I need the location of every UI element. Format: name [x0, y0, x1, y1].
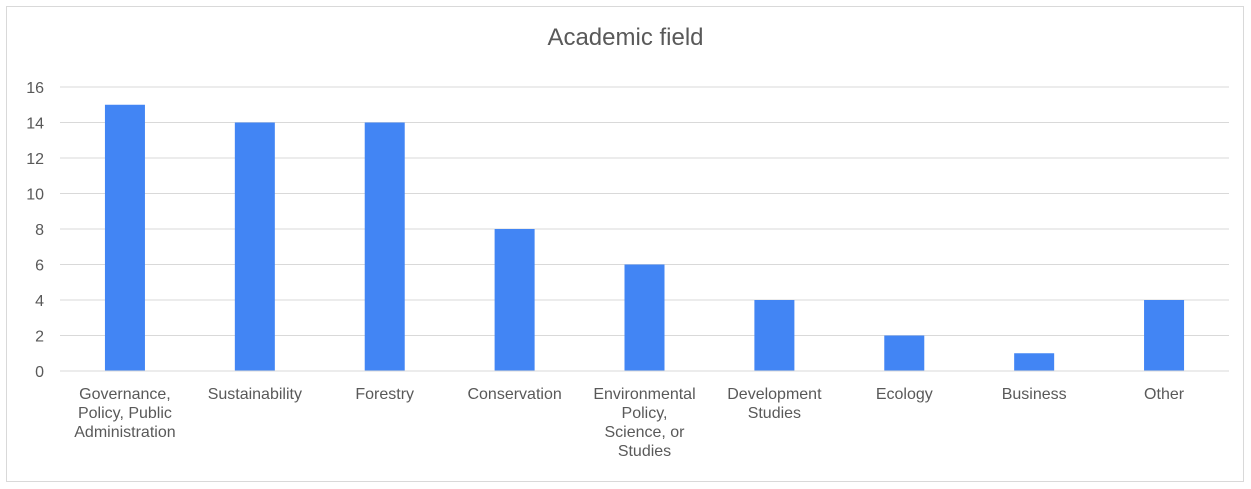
x-tick-label-line: Administration — [74, 424, 175, 441]
bar — [1014, 353, 1055, 371]
x-tick-label: Environmental Policy, Science, or Studies — [593, 386, 695, 460]
x-tick-label-line: Policy, — [622, 405, 668, 422]
y-tick-label: 14 — [26, 116, 44, 133]
x-tick-label: Sustainability — [208, 386, 302, 403]
bar — [624, 264, 665, 371]
bar — [104, 104, 145, 371]
x-tick-label: Governance, Policy, Public Administration — [74, 386, 175, 441]
y-tick-label: 4 — [35, 293, 44, 310]
x-tick-label-line: Development — [727, 386, 822, 403]
bar — [494, 229, 535, 371]
x-tick-label-line: Conservation — [467, 386, 561, 403]
x-tick-label-line: Policy, Public — [78, 405, 172, 422]
y-tick-label: 2 — [35, 329, 44, 346]
x-tick-label-line: Environmental — [593, 386, 695, 403]
x-tick-label: Ecology — [876, 386, 933, 403]
bar — [234, 122, 275, 371]
x-tick-label-line: Sustainability — [208, 386, 302, 403]
y-tick-label: 16 — [26, 80, 44, 97]
x-tick-label-line: Business — [1002, 386, 1067, 403]
y-tick-label: 10 — [26, 187, 44, 204]
chart-title: Academic field — [547, 24, 704, 51]
x-tick-label: Conservation — [467, 386, 561, 403]
bar — [754, 300, 795, 371]
y-tick-label: 12 — [26, 151, 44, 168]
bar — [1144, 300, 1185, 371]
y-tick-label: 6 — [35, 258, 44, 275]
x-tick-label-line: Science, or — [604, 424, 685, 441]
x-tick-label-line: Studies — [618, 443, 671, 460]
x-tick-label-line: Studies — [748, 405, 801, 422]
bar — [364, 122, 405, 371]
x-tick-label-line: Forestry — [355, 386, 414, 403]
x-tick-label-line: Ecology — [876, 386, 933, 403]
x-tick-label-line: Other — [1144, 386, 1185, 403]
chart-frame — [6, 6, 1244, 482]
x-tick-label-line: Governance, — [79, 386, 171, 403]
x-tick-label: Forestry — [355, 386, 414, 403]
x-tick-label: Business — [1002, 386, 1067, 403]
bar — [884, 335, 925, 371]
y-tick-label: 0 — [35, 364, 44, 381]
x-tick-label: Development Studies — [727, 386, 822, 422]
y-tick-label: 8 — [35, 222, 44, 239]
x-tick-label: Other — [1144, 386, 1185, 403]
